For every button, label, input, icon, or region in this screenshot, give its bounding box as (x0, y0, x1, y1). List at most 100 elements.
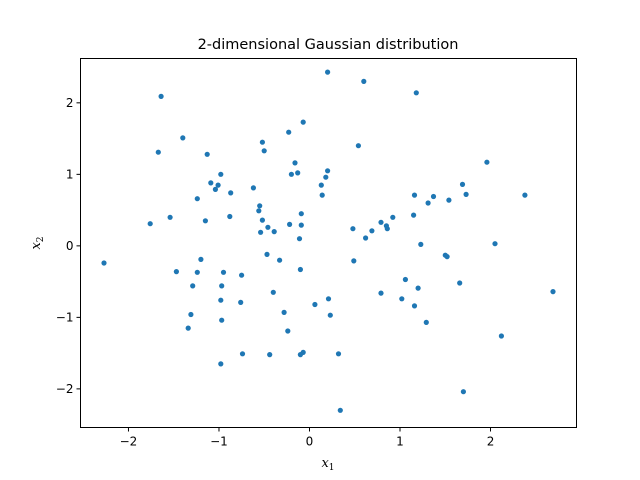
y-axis-label-subscript: 2 (36, 236, 46, 242)
data-point (300, 119, 306, 125)
data-point (459, 181, 466, 187)
data-point (350, 226, 356, 232)
data-point (257, 203, 263, 209)
data-point (298, 222, 304, 228)
data-point (355, 143, 361, 149)
data-point (259, 139, 265, 145)
data-point (457, 280, 463, 286)
data-point (264, 251, 270, 257)
y-tick-label: −2 (56, 382, 74, 396)
data-point (215, 182, 221, 188)
data-point (271, 229, 277, 235)
data-point (258, 229, 264, 235)
data-point (190, 283, 196, 289)
data-point (425, 200, 431, 206)
data-point (337, 407, 343, 413)
data-point (319, 192, 325, 198)
y-axis-label-main: x (29, 242, 44, 250)
data-point (158, 93, 164, 99)
data-point (418, 241, 424, 247)
data-point (463, 191, 469, 197)
data-point (327, 312, 333, 318)
data-point (444, 254, 450, 260)
data-point (498, 333, 504, 339)
data-point (363, 235, 369, 241)
x-axis: −2 −1 0 1 2 (120, 427, 494, 449)
data-point (155, 149, 161, 155)
data-point (208, 180, 214, 186)
data-point (323, 174, 329, 180)
x-tick-label: −1 (210, 435, 228, 449)
data-point (390, 214, 396, 220)
y-axis-label: x2 (29, 236, 46, 249)
data-point (218, 171, 224, 177)
x-axis-label: x1 (321, 456, 334, 473)
data-point (369, 228, 375, 234)
data-point (296, 236, 303, 242)
data-point (312, 301, 318, 308)
data-point (204, 151, 210, 157)
data-point (423, 319, 429, 325)
data-point (318, 182, 324, 188)
data-point (550, 289, 556, 295)
data-point (218, 297, 224, 303)
data-point (281, 309, 287, 315)
data-point (228, 190, 234, 196)
data-point (250, 185, 256, 191)
data-point (415, 285, 421, 291)
data-point (402, 276, 408, 283)
data-point (325, 69, 331, 75)
data-point (411, 192, 418, 198)
y-tick-label: 1 (66, 167, 74, 181)
x-tick-label: −2 (120, 435, 138, 449)
data-point (212, 186, 218, 192)
data-point (194, 269, 200, 275)
data-point (265, 224, 271, 230)
data-point (399, 296, 405, 302)
y-tick-label: 0 (66, 239, 74, 253)
data-point (227, 213, 233, 220)
data-point (256, 208, 262, 214)
chart-title: 2-dimensional Gaussian distribution (198, 37, 459, 53)
y-axis: −2 −1 0 1 2 (56, 96, 81, 396)
data-point (295, 170, 301, 176)
data-point (261, 148, 267, 154)
data-point (239, 351, 246, 357)
data-point (198, 256, 204, 262)
data-point (297, 266, 303, 273)
data-point (238, 299, 244, 305)
data-point (325, 168, 331, 174)
data-point (218, 361, 224, 367)
data-point (378, 219, 384, 225)
x-axis-label-subscript: 1 (329, 463, 335, 473)
data-point (147, 221, 153, 227)
data-point (287, 221, 293, 227)
x-tick-label: 0 (306, 435, 314, 449)
data-point (239, 272, 245, 278)
data-point (285, 328, 291, 334)
data-point (411, 212, 417, 218)
data-point (185, 325, 191, 331)
data-point (522, 192, 528, 198)
data-point (325, 296, 332, 302)
data-point (430, 193, 437, 200)
y-tick-label: −1 (56, 310, 74, 324)
data-point (335, 351, 342, 357)
data-point (219, 283, 225, 289)
data-point (220, 269, 227, 275)
data-point (460, 389, 466, 395)
scatter-points (101, 69, 556, 413)
x-axis-label-main: x (321, 456, 329, 471)
data-point (219, 317, 225, 323)
data-point (361, 78, 367, 84)
data-point (277, 257, 283, 263)
data-point (384, 226, 390, 232)
x-tick-label: 1 (396, 435, 404, 449)
plot-frame (80, 58, 577, 428)
data-point (484, 159, 490, 165)
data-point (180, 135, 186, 141)
data-point (270, 289, 276, 295)
data-point (101, 260, 107, 266)
data-point (173, 269, 179, 275)
